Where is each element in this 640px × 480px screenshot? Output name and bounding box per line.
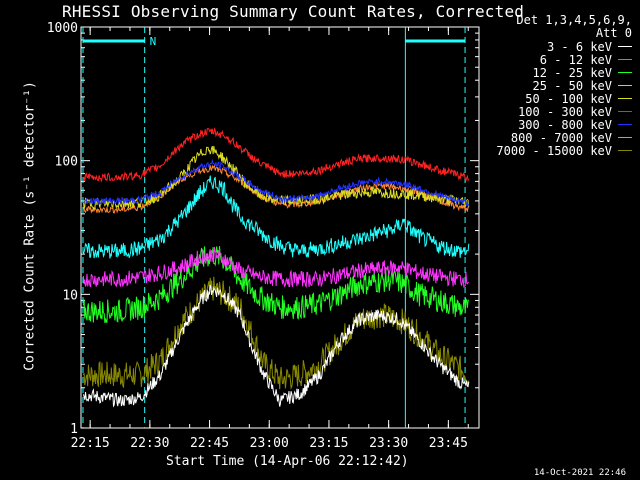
legend-label: 12 - 25 keV bbox=[532, 65, 612, 80]
series-line-100-300-keV bbox=[83, 127, 470, 183]
series-line-6-12-keV bbox=[82, 247, 469, 289]
series-line-12-25-keV bbox=[82, 246, 470, 323]
generated-timestamp: 14-Oct-2021 22:46 bbox=[533, 468, 626, 478]
x-axis-label: Start Time (14-Apr-06 22:12:42) bbox=[166, 454, 409, 469]
series-lines bbox=[82, 127, 470, 408]
legend-swatch bbox=[618, 59, 632, 60]
legend-label: 6 - 12 keV bbox=[539, 52, 612, 67]
legend-header-detectors: Det 1,3,4,5,6,9, bbox=[516, 13, 632, 27]
legend-label: 100 - 300 keV bbox=[518, 104, 612, 119]
legend-entry: 7000 - 15000 keV bbox=[480, 143, 640, 158]
series-line-50-100-keV bbox=[82, 145, 470, 210]
legend-entry: 300 - 800 keV bbox=[480, 117, 640, 132]
legend-label: 7000 - 15000 keV bbox=[496, 143, 612, 158]
legend-label: 3 - 6 keV bbox=[546, 39, 612, 54]
legend-swatch bbox=[618, 98, 632, 99]
legend-entry: 800 - 7000 keV bbox=[480, 130, 640, 145]
legend-entry: 100 - 300 keV bbox=[480, 104, 640, 119]
x-tick-label: 23:45 bbox=[429, 436, 468, 451]
y-axis-label: Corrected Count Rate (s⁻¹ detector⁻¹) bbox=[22, 81, 38, 371]
x-tick-label: 23:30 bbox=[369, 436, 408, 451]
legend-label: 50 - 100 keV bbox=[525, 91, 612, 106]
series-line-300-800-keV bbox=[82, 158, 470, 207]
legend-swatch bbox=[618, 111, 632, 112]
series-line-25-50-keV bbox=[82, 175, 470, 259]
y-tick-label: 10 bbox=[62, 288, 78, 303]
legend-swatch bbox=[618, 124, 632, 125]
y-tick-label: 1 bbox=[70, 422, 78, 437]
series-line-3-6-keV bbox=[82, 284, 470, 408]
legend-label: 25 - 50 keV bbox=[532, 78, 612, 93]
plot-area-frame bbox=[80, 26, 480, 429]
legend-entry: 12 - 25 keV bbox=[480, 65, 640, 80]
legend-entry: 6 - 12 keV bbox=[480, 52, 640, 67]
legend-label: 300 - 800 keV bbox=[518, 117, 612, 132]
tick-labels: 22:15 22:30 22:45 23:00 23:15 23:30 23:45 1 10 10… bbox=[47, 21, 468, 451]
legend-swatch bbox=[618, 72, 632, 73]
y-tick-label: 100 bbox=[55, 155, 78, 170]
x-tick-label: 22:30 bbox=[130, 436, 169, 451]
legend-swatch bbox=[618, 150, 632, 151]
x-tick-label: 22:45 bbox=[190, 436, 229, 451]
axis-ticks bbox=[81, 26, 479, 429]
legend: Det 1,3,4,5,6,9, Att 0 3 - 6 keV 6 - 12 k… bbox=[480, 13, 640, 158]
series-line-800-7000-keV bbox=[83, 164, 469, 214]
legend-swatch bbox=[618, 137, 632, 138]
legend-header-attenuator: Att 0 bbox=[595, 26, 632, 40]
night-label: N bbox=[150, 35, 157, 48]
x-tick-label: 23:15 bbox=[309, 436, 348, 451]
legend-swatch bbox=[618, 85, 632, 86]
x-tick-label: 22:15 bbox=[71, 436, 110, 451]
y-tick-label: 1000 bbox=[47, 21, 78, 36]
legend-label: 800 - 7000 keV bbox=[510, 130, 612, 145]
legend-swatch bbox=[618, 46, 632, 47]
x-tick-label: 23:00 bbox=[250, 436, 289, 451]
legend-entry: 25 - 50 keV bbox=[480, 78, 640, 93]
legend-entry: 50 - 100 keV bbox=[480, 91, 640, 106]
chart-title: RHESSI Observing Summary Count Rates, Co… bbox=[62, 2, 525, 21]
legend-entry: 3 - 6 keV bbox=[480, 39, 640, 54]
